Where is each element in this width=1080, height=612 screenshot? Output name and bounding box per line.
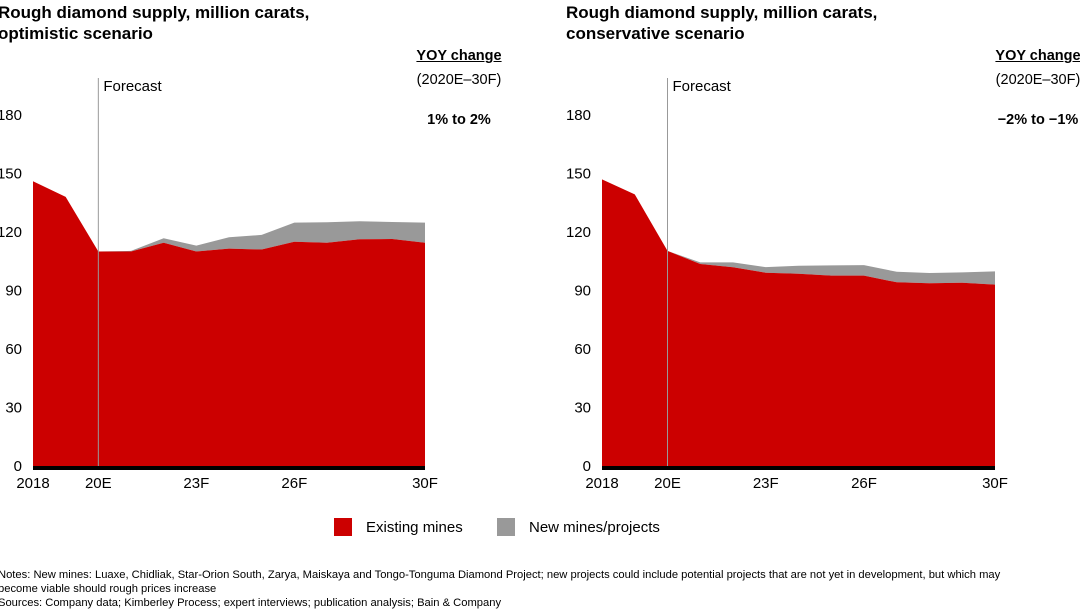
y-tick-label: 60 — [5, 341, 22, 358]
notes-line: become viable should rough prices increa… — [0, 583, 217, 595]
yoy-value: −2% to −1% — [997, 112, 1079, 128]
y-tick-label: 60 — [574, 341, 591, 358]
notes: Notes: New mines: Luaxe, Chidliak, Star-… — [0, 568, 1080, 610]
title-line: Rough diamond supply, million carats, — [0, 3, 310, 22]
chart-title-optimistic: Rough diamond supply, million carats, op… — [0, 2, 309, 44]
y-tick-label: 120 — [0, 224, 22, 241]
y-tick-label: 150 — [0, 166, 22, 183]
y-tick-label: 0 — [14, 458, 22, 475]
y-tick-label: 180 — [0, 107, 22, 124]
yoy-box-conservative: YOY change (2020E–30F) −2% to −1% — [983, 44, 1080, 132]
y-tick-label: 120 — [566, 224, 591, 241]
chart-title-conservative: Rough diamond supply, million carats, co… — [566, 2, 877, 44]
area-new-mines — [33, 181, 425, 252]
x-tick-label: 26F — [281, 475, 307, 492]
yoy-box-optimistic: YOY change (2020E–30F) 1% to 2% — [404, 44, 514, 132]
area-existing-mines — [602, 179, 995, 466]
legend-existing: Existing mines — [334, 518, 463, 536]
sources-line: Sources: Company data; Kimberley Process… — [0, 597, 502, 609]
x-axis-line — [33, 466, 425, 470]
legend-swatch-existing — [334, 518, 352, 536]
y-tick-label: 0 — [583, 458, 591, 475]
chart-1: Forecast 0 30 60 90 120 150 180 2018 20E 23F 26F 30F — [566, 78, 1008, 492]
y-tick-label: 90 — [5, 283, 22, 300]
area-new-mines — [602, 179, 995, 285]
x-tick-label: 20E — [654, 475, 681, 492]
x-tick-label: 26F — [851, 475, 877, 492]
forecast-label: Forecast — [673, 78, 732, 95]
x-tick-label: 23F — [753, 475, 779, 492]
y-tick-label: 30 — [5, 400, 22, 417]
x-tick-label: 23F — [183, 475, 209, 492]
x-tick-label: 2018 — [585, 475, 618, 492]
x-tick-label: 30F — [982, 475, 1008, 492]
title-line: Rough diamond supply, million carats, — [566, 3, 878, 22]
yoy-heading: YOY change — [416, 48, 502, 64]
forecast-label: Forecast — [103, 78, 162, 95]
yoy-period: (2020E–30F) — [995, 72, 1080, 88]
area-existing-mines — [33, 181, 425, 467]
notes-line: Notes: New mines: Luaxe, Chidliak, Star-… — [0, 569, 1001, 581]
legend-new: New mines/projects — [497, 518, 660, 536]
y-tick-label: 30 — [574, 400, 591, 417]
yoy-value: 1% to 2% — [427, 112, 491, 128]
title-line: conservative scenario — [566, 24, 745, 43]
legend-label: Existing mines — [366, 518, 463, 536]
x-tick-label: 30F — [412, 475, 438, 492]
x-axis-line — [602, 466, 995, 470]
chart-0: Forecast 0 30 60 90 120 150 180 2018 20E 23F 26F 30F — [0, 78, 438, 492]
legend-label: New mines/projects — [529, 518, 660, 536]
y-tick-label: 150 — [566, 166, 591, 183]
title-line: optimistic scenario — [0, 24, 153, 43]
yoy-period: (2020E–30F) — [416, 72, 502, 88]
x-tick-label: 2018 — [16, 475, 49, 492]
legend-swatch-new — [497, 518, 515, 536]
yoy-heading: YOY change — [995, 48, 1080, 64]
x-tick-label: 20E — [85, 475, 112, 492]
y-tick-label: 90 — [574, 283, 591, 300]
y-tick-label: 180 — [566, 107, 591, 124]
